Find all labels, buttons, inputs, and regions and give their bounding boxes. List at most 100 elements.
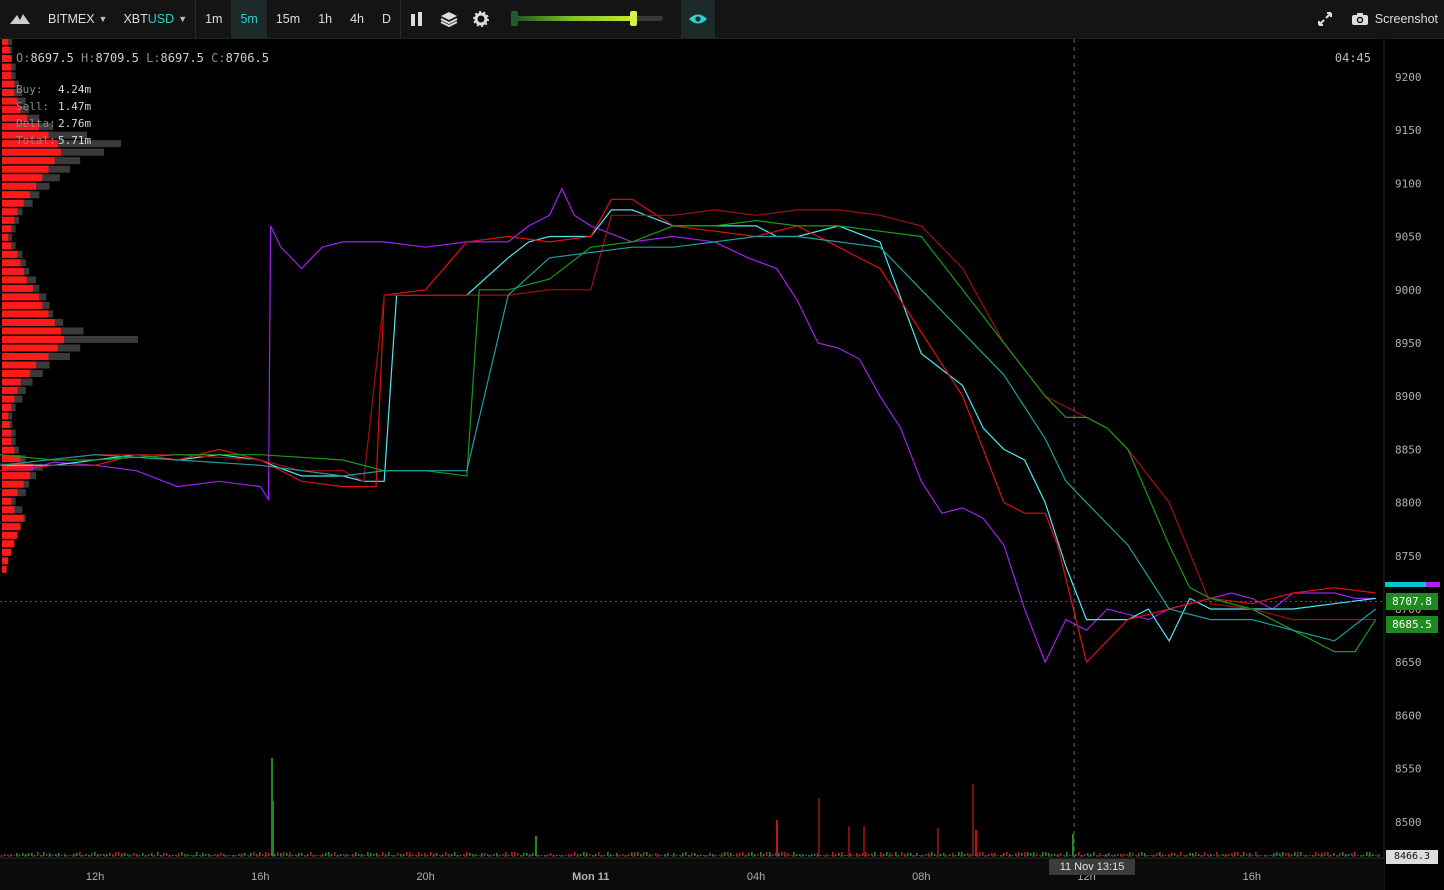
volume-bar [664, 854, 666, 856]
volume-bar [70, 855, 72, 856]
timeframe-4h[interactable]: 4h [350, 12, 364, 26]
volume-bar [334, 852, 336, 856]
volume-bar [325, 853, 327, 856]
volume-bar [850, 853, 852, 856]
profile-bar-buy [2, 455, 21, 463]
profile-bar-buy [2, 318, 55, 326]
timeframe-1m[interactable]: 1m [205, 12, 223, 26]
symbol-selector[interactable]: XBT USD ▼ [115, 0, 195, 38]
profile-bar-buy [2, 480, 24, 488]
screenshot-button[interactable]: Screenshot [1341, 0, 1444, 38]
volume-bar [1018, 852, 1020, 856]
exchange-label: BITMEX [48, 12, 95, 26]
volume-bar [547, 854, 549, 856]
expand-icon[interactable] [1309, 0, 1341, 38]
volume-bar [733, 855, 735, 856]
volume-bar [751, 852, 753, 856]
volume-bar [1117, 854, 1119, 856]
timeframe-5m[interactable]: 5m [231, 0, 267, 38]
logo-icon[interactable] [0, 0, 40, 38]
volume-bar [460, 855, 462, 856]
volume-bar [421, 854, 423, 856]
volume-bar [433, 853, 435, 856]
profile-bar-buy [2, 39, 9, 45]
volume-bar [319, 855, 321, 856]
volume-bar [766, 852, 768, 856]
volume-bar [100, 854, 102, 856]
volume-bar [661, 855, 663, 856]
profile-bar-sell [2, 335, 138, 343]
volume-bar [1012, 855, 1014, 856]
price-chart[interactable]: 9200 9150 9100 9050 9000 8950 8900 8850 8800 8750… [0, 39, 1444, 890]
profile-bar-buy [2, 565, 7, 573]
bar-chart-icon[interactable] [401, 0, 433, 38]
volume-bar [583, 852, 585, 856]
volume-bar [73, 854, 75, 856]
volume-bar [19, 854, 21, 856]
volume-bar [163, 853, 165, 856]
volume-bar [772, 854, 774, 856]
volume-bar [328, 852, 330, 856]
volume-bar [1339, 853, 1341, 856]
timeframe-15m[interactable]: 15m [275, 12, 301, 26]
clock: 04:45 [1334, 51, 1371, 65]
profile-bar-buy [2, 267, 24, 275]
volume-bar [1090, 854, 1092, 856]
volume-bar [1105, 854, 1107, 856]
volume-bar [1291, 854, 1293, 856]
volume-bar [739, 853, 741, 856]
symbol-base: XBT [123, 12, 148, 26]
profile-bar-buy [2, 165, 49, 173]
opacity-slider[interactable] [511, 0, 664, 38]
slider-handle-left[interactable] [511, 11, 519, 26]
gear-icon[interactable] [465, 0, 497, 38]
volume-bar [478, 855, 480, 856]
high-label: H: [81, 51, 96, 65]
slider-handle-right[interactable] [629, 11, 637, 26]
profile-bar-buy [2, 106, 21, 114]
volume-bar [469, 853, 471, 856]
last-price-label: 8466.3 [1386, 850, 1438, 864]
volume-bar [979, 852, 981, 856]
volume-bar [742, 852, 744, 856]
profile-bar-buy [2, 378, 21, 386]
timeframe-d[interactable]: D [382, 12, 392, 26]
layers-icon[interactable] [433, 0, 465, 38]
volume-bar [190, 855, 192, 856]
profile-bar-buy [2, 131, 49, 139]
volume-bar [196, 852, 198, 856]
volume-bar [508, 855, 510, 856]
volume-bar [1375, 855, 1377, 856]
profile-bar-buy [2, 225, 12, 233]
volume-bar [1261, 855, 1263, 856]
volume-bar [667, 853, 669, 856]
volume-bar [646, 852, 648, 856]
volume-bar [1210, 854, 1212, 856]
volume-bar [1066, 852, 1068, 856]
y-tick-label: 9050 [1395, 231, 1422, 244]
eye-icon[interactable] [681, 0, 716, 38]
volume-bar [1225, 854, 1227, 856]
volume-bar [919, 855, 921, 856]
volume-bar [199, 855, 201, 856]
y-tick-label: 8500 [1395, 816, 1422, 829]
close-value: 8706.5 [225, 51, 269, 65]
volume-bar [829, 855, 831, 856]
volume-bar [127, 854, 129, 856]
volume-bar [1171, 853, 1173, 856]
volume-bar [1024, 852, 1026, 856]
volume-bar [721, 853, 723, 856]
volume-bar [286, 853, 288, 856]
volume-bar [730, 853, 732, 856]
volume-bar [598, 852, 600, 856]
volume-bar [1006, 852, 1008, 856]
symbol-quote: USD [147, 12, 175, 26]
volume-bar [181, 852, 183, 856]
open-value: 8697.5 [30, 51, 74, 65]
volume-bar [136, 854, 138, 856]
exchange-selector[interactable]: BITMEX ▼ [40, 0, 115, 38]
timeframe-1h[interactable]: 1h [318, 12, 333, 26]
volume-bar [1060, 853, 1062, 856]
volume-bar [652, 855, 654, 856]
volume-bar [55, 854, 57, 856]
